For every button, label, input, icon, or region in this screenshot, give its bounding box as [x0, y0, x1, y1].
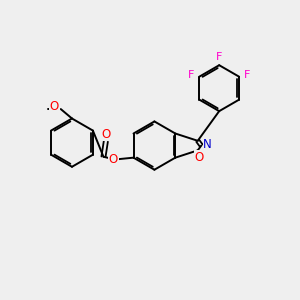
Text: N: N: [203, 138, 212, 151]
Text: O: O: [195, 151, 204, 164]
Text: O: O: [50, 100, 59, 112]
Text: F: F: [244, 70, 250, 80]
Text: O: O: [101, 128, 110, 141]
Text: O: O: [109, 153, 118, 166]
Text: F: F: [215, 52, 222, 62]
Text: F: F: [188, 70, 194, 80]
